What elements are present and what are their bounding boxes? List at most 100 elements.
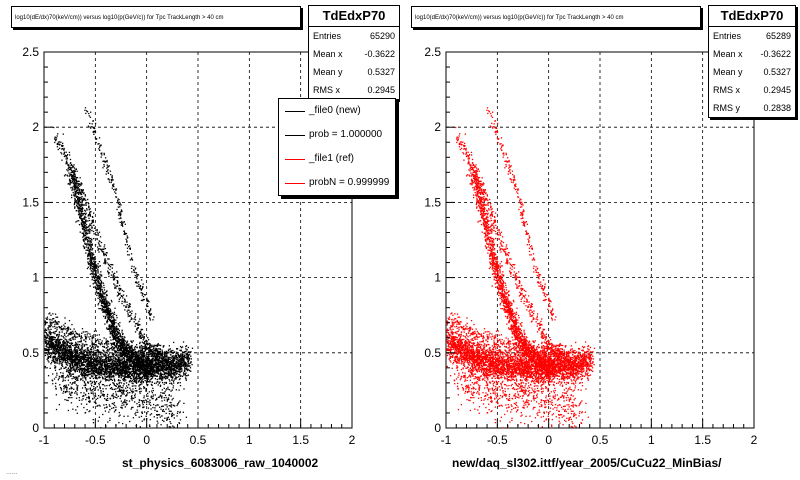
data-point [109,373,111,375]
data-point [50,346,52,348]
data-point [177,370,180,373]
data-point [156,375,158,377]
data-point [187,360,189,363]
data-point [103,372,105,375]
data-point [50,340,53,342]
data-point [137,373,139,375]
data-point [146,356,148,359]
data-point [161,378,163,381]
data-point [114,367,116,369]
data-point [72,355,74,357]
data-point [44,340,47,343]
data-point [135,366,138,368]
data-point [110,339,112,341]
data-point [82,368,84,370]
data-point [124,354,127,357]
data-point [60,356,62,358]
data-point [85,219,87,221]
data-point [89,260,91,262]
data-point [48,356,50,358]
data-point [90,373,92,375]
data-point [87,348,89,350]
data-point [94,256,96,258]
data-point [131,380,133,383]
data-point [110,310,112,312]
data-point [84,356,86,358]
data-point [85,226,88,228]
data-point [143,375,146,377]
data-point [188,351,190,353]
data-point [92,258,95,260]
data-point [125,354,128,357]
data-point [168,360,170,363]
data-point [74,177,76,180]
data-point [126,346,128,348]
data-point [119,356,121,358]
data-point [124,344,126,346]
data-point [106,357,108,359]
data-point [110,386,113,389]
data-point [105,307,108,309]
data-point [73,360,75,362]
data-point [175,357,177,359]
data-point [146,366,149,368]
data-point [160,375,162,378]
data-point [144,369,146,371]
data-point [143,377,145,379]
data-point [110,374,113,376]
data-point [51,343,53,345]
data-point [46,329,48,332]
data-point [56,348,58,350]
data-point [55,344,57,347]
data-point [165,359,167,362]
data-point [55,350,58,352]
data-point [153,365,155,368]
data-point [53,344,55,347]
data-point [52,351,54,353]
data-point [72,178,75,180]
data-point [86,249,89,251]
data-point [112,328,114,331]
data-point [73,193,75,195]
data-point [50,356,52,358]
data-point [118,367,121,370]
data-point [84,373,86,375]
data-point [88,237,90,239]
data-point [162,363,164,365]
left-plot-panel: -1 -0.5 0 0.5 1 1.5 2 0 0.5 1 1.5 2 2.5 log10(dE/dx)… [6,5,400,476]
data-point [118,354,121,356]
data-point [56,343,58,346]
data-point [95,354,97,357]
data-point [121,368,124,371]
data-point [149,379,151,381]
data-point [72,351,74,353]
data-point [76,220,78,222]
data-point [90,264,92,267]
data-point [74,179,76,182]
data-point [109,309,112,311]
data-point [164,365,166,367]
data-point [130,365,132,368]
data-point [88,238,90,240]
data-point [186,357,188,359]
data-point [93,282,96,284]
data-point [156,345,159,347]
data-point [113,364,115,367]
data-point [135,356,138,359]
data-point [159,364,161,367]
data-point [136,370,138,372]
data-point [162,364,164,366]
data-point [111,322,113,325]
data-point [105,360,107,363]
data-point [172,355,174,358]
data-point [86,236,88,239]
data-point [92,343,95,346]
data-point [149,362,151,364]
data-point [116,363,118,365]
data-point [112,334,114,336]
data-point [141,380,143,382]
data-point [110,321,113,323]
data-point [99,290,101,293]
data-point [100,352,103,354]
data-point [112,337,115,339]
